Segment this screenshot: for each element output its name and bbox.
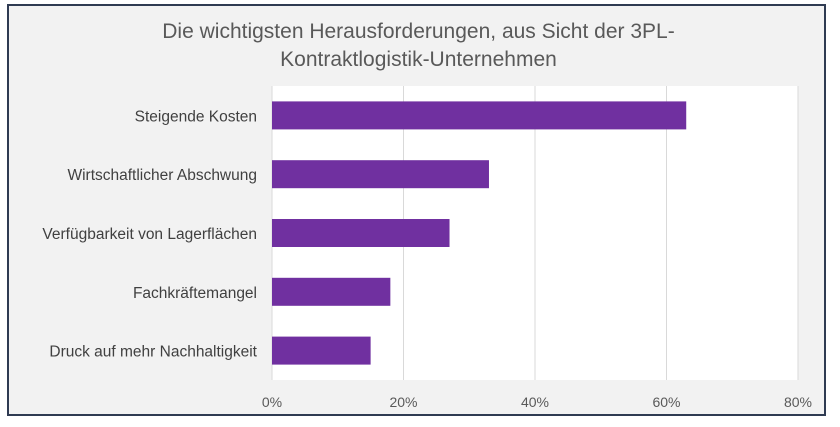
category-label: Wirtschaftlicher Abschwung: [67, 167, 257, 184]
x-tick-label: 40%: [521, 394, 549, 410]
x-tick-label: 80%: [784, 394, 812, 410]
bar: [272, 219, 450, 247]
category-label: Steigende Kosten: [135, 108, 257, 125]
bars: [272, 101, 687, 365]
bar: [272, 336, 371, 365]
category-labels: Steigende Kosten Wirtschaftlicher Abschwu…: [42, 108, 257, 360]
chart-title-line-2: Kontraktlogistik-Unternehmen: [280, 48, 557, 71]
x-tick-labels: 0% 20% 40% 60% 80%: [262, 394, 812, 410]
x-tick-label: 20%: [389, 394, 417, 410]
category-label: Fachkräftemangel: [133, 285, 257, 302]
bar: [272, 101, 687, 130]
chart-title: Die wichtigsten Herausforderungen, aus S…: [9, 18, 828, 74]
x-tick-label: 60%: [652, 394, 680, 410]
chart-title-line-1: Die wichtigsten Herausforderungen, aus S…: [162, 20, 675, 43]
x-tick-label: 0%: [262, 394, 282, 410]
category-label: Verfügbarkeit von Lagerflächen: [42, 226, 257, 243]
bar: [272, 277, 391, 306]
bar: [272, 160, 489, 189]
category-label: Druck auf mehr Nachhaltigkeit: [49, 344, 257, 361]
